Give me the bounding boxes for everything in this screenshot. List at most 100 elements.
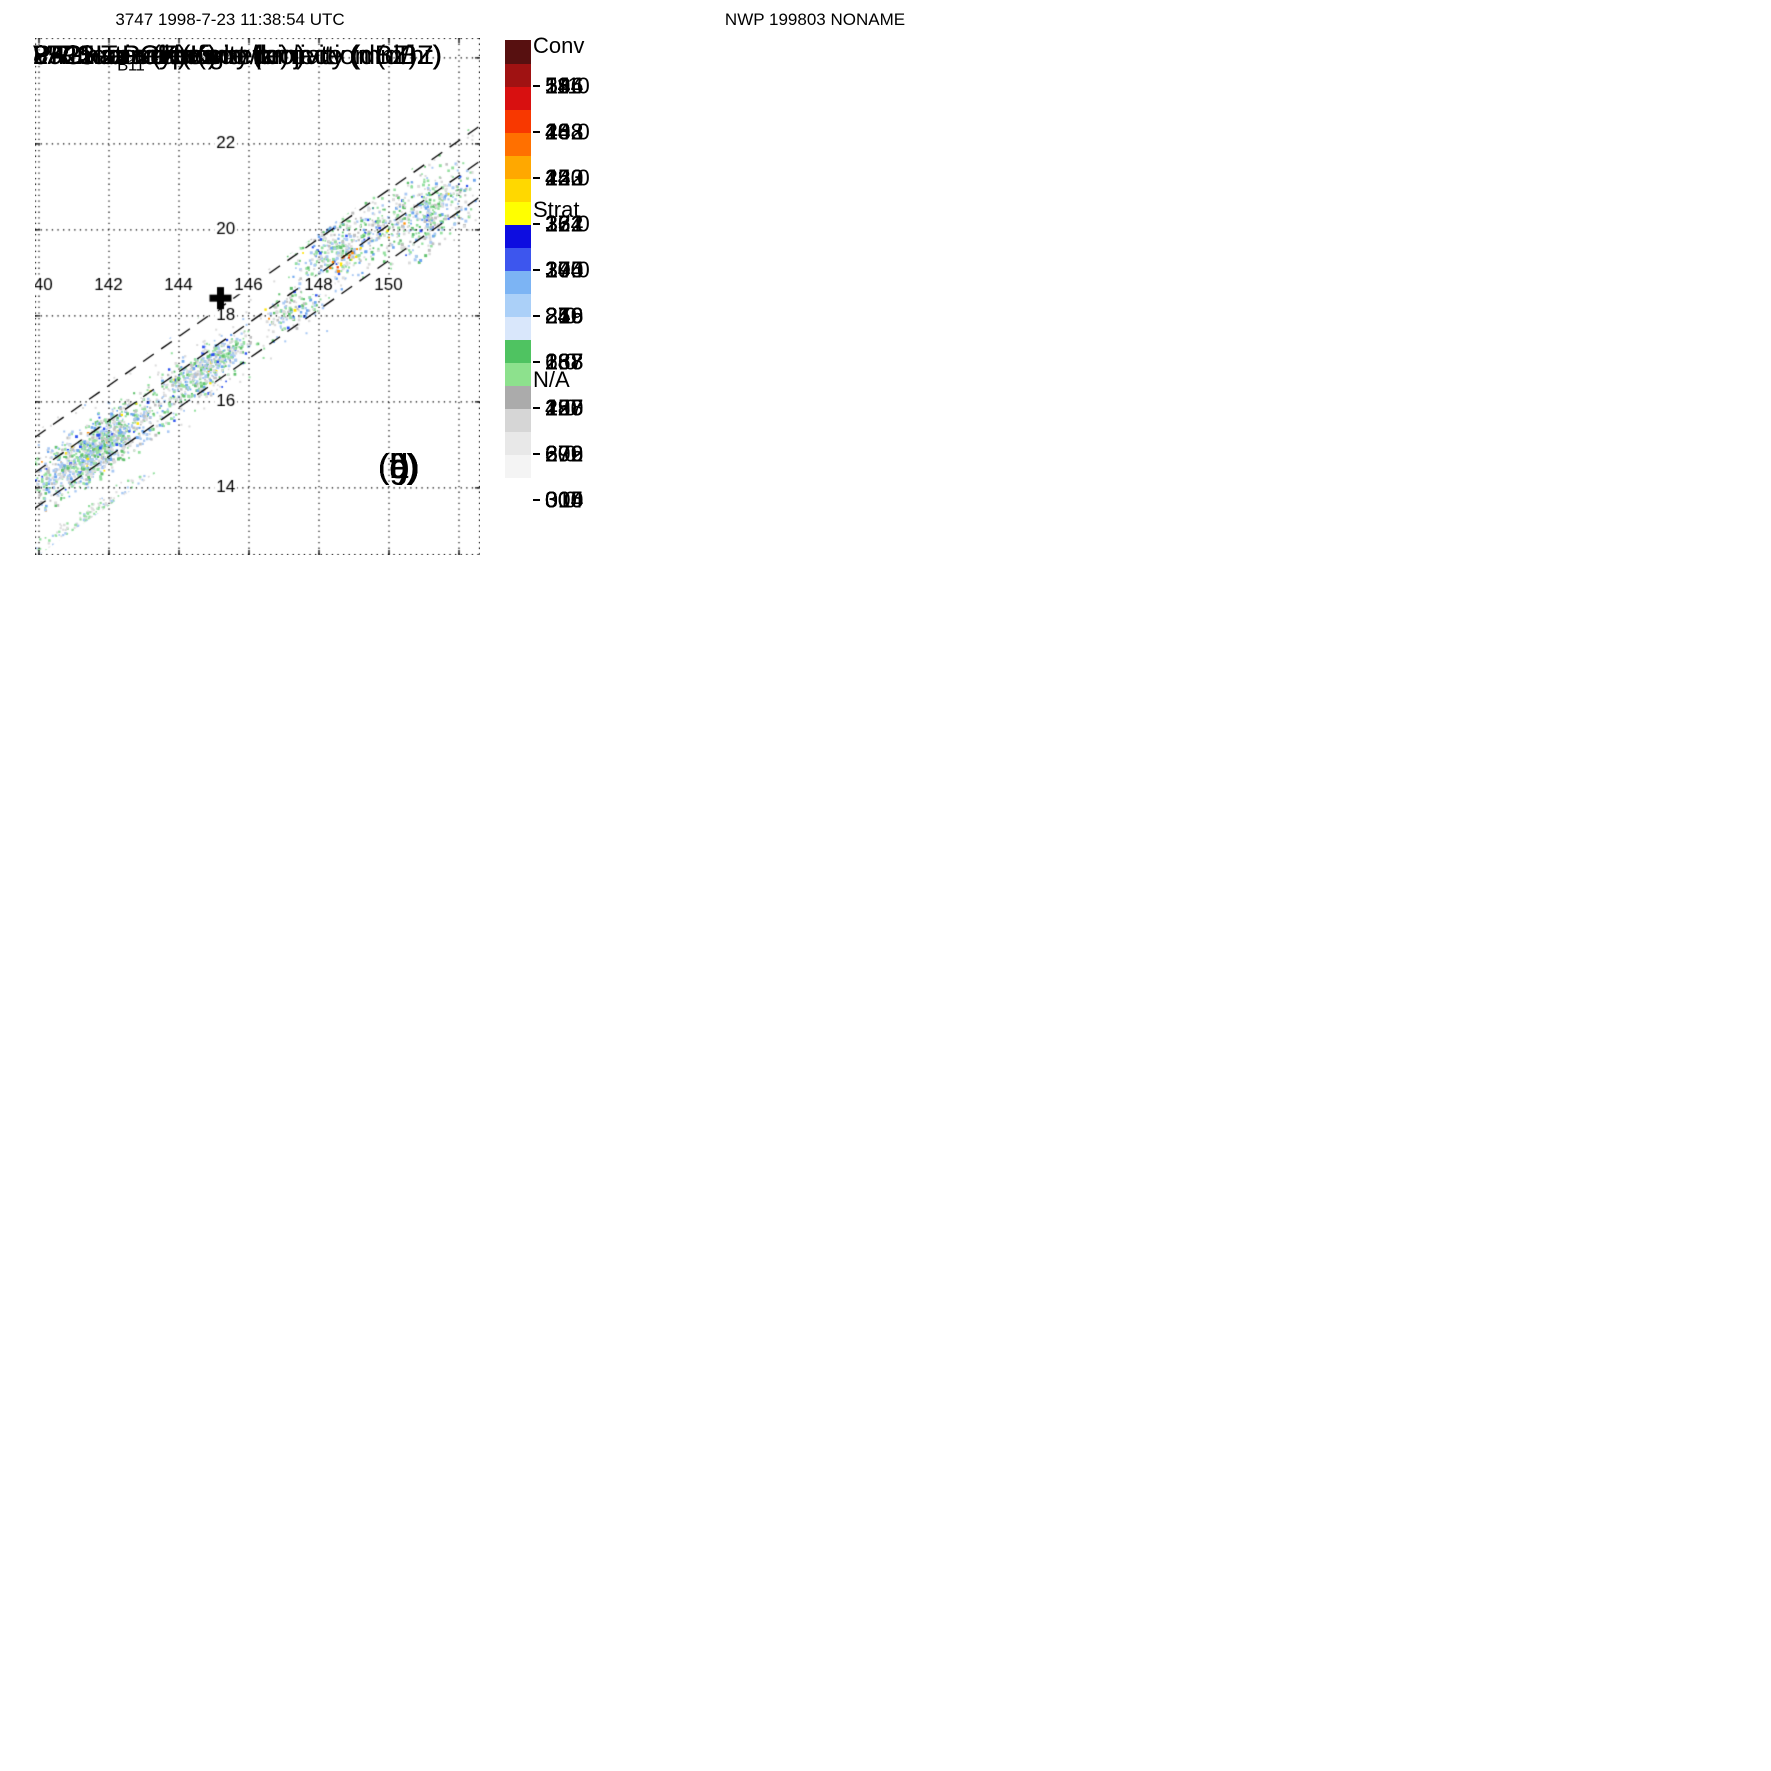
colorbar-segment — [505, 385, 531, 409]
colorbar-tick-label: 234 — [545, 72, 584, 99]
colorbar-tick-label: 12 — [545, 394, 571, 421]
title-text: 2A23 storm height (km) — [33, 40, 305, 70]
colorbar-tick-label: 244 — [545, 256, 584, 283]
colorbar-segment — [505, 431, 531, 455]
colorbar-tick-label: 24 — [545, 302, 571, 329]
colorbar-tick-label: 220 — [545, 164, 584, 191]
title-text: PR max reflectivity projection (dBZ) — [33, 40, 442, 70]
panel-a-letter: (a) — [378, 448, 420, 486]
panel-f-title: 2A12 rainrate (mm/hr) — [33, 40, 289, 75]
colorbar-tick-label: 12 — [545, 394, 571, 421]
colorbar-tick-label: 10.0 — [545, 256, 590, 283]
colorbar-tick-label: 279 — [545, 302, 584, 329]
colorbar-tick — [533, 407, 540, 409]
colorbar-segment — [505, 109, 531, 133]
colorbar-segment — [505, 247, 531, 271]
colorbar-tick — [533, 269, 540, 271]
colorbar-segment — [505, 339, 531, 363]
colorbar-segment — [505, 362, 531, 386]
panel-d-letter: (d) — [378, 448, 420, 486]
colorbar-tick-label: 237 — [545, 348, 584, 375]
panel-b-title: PR max reflectivity projection (dBZ) — [33, 40, 442, 75]
colorbar-tick — [533, 177, 540, 179]
colorbar-segment — [505, 178, 531, 202]
colorbar-tick-label: 306 — [545, 440, 584, 467]
colorbar-segment — [505, 132, 531, 156]
colorbar-tick — [533, 223, 540, 225]
title-subscript: B11 — [117, 55, 145, 75]
colorbar-tick-label: 42 — [545, 164, 571, 191]
title-suffix: (K) — [144, 40, 187, 70]
panel-g-title: VIRS TB11 (K) — [33, 40, 187, 75]
colorbar-tick — [533, 499, 540, 501]
title-text: 2A25 near surface rainrate (mm/hr) — [33, 40, 442, 70]
colorbar-tick-label: 12 — [545, 394, 571, 421]
colorbar-tick-label: 258 — [545, 394, 584, 421]
colorbar-tick-label: 36 — [545, 210, 571, 237]
colorbar-tick-label: 6.0 — [545, 348, 577, 375]
colorbar-tick-label: 54 — [545, 72, 571, 99]
colorbar-segment — [505, 270, 531, 294]
colorbar-tick-label: 18 — [545, 348, 571, 375]
colorbar-segment — [505, 155, 531, 179]
colorbar-tick-label: 30 — [545, 256, 571, 283]
panel-i: 2A23 storm height (km) 18.0 16.0 14.0 12.0 1… — [0, 0, 590, 590]
colorbar-tick-label: 14.0 — [545, 164, 590, 191]
panel-h-title: 2A23 rain types — [33, 40, 215, 75]
panel-i-title: 2A23 storm height (km) — [33, 40, 305, 75]
colorbar-tick-label: 18 — [545, 348, 571, 375]
colorbar-tick-label: 0 — [545, 486, 558, 513]
colorbar-tick-label: 36 — [545, 210, 571, 237]
colorbar-tick-label: 30 — [545, 256, 571, 283]
colorbar-tick-label: 0 — [545, 486, 558, 513]
colorbar-tick-label: 270 — [545, 256, 584, 283]
colorbar-tick-label: 6 — [545, 440, 558, 467]
colorbar-tick-label: 36 — [545, 210, 571, 237]
colorbar-segment — [505, 63, 531, 87]
panel-i-letter: (i) — [378, 448, 409, 486]
colorbar-tick-label: 48 — [545, 118, 571, 145]
colorbar-tick-label: 232 — [545, 210, 584, 237]
colorbar-tick — [533, 453, 540, 455]
colorbar-tick-label: 304 — [545, 486, 584, 513]
colorbar-tick-label: 153 — [545, 164, 584, 191]
colorbar-tick-label: 243 — [545, 118, 584, 145]
colorbar-tick-label: 279 — [545, 440, 584, 467]
colorbar-tick-label: 30 — [545, 256, 571, 283]
panel-c-letter: (c) — [378, 448, 418, 486]
colorbar-segment — [505, 454, 531, 478]
panel-e-title: 37GHz PCT (K) — [33, 40, 217, 75]
panel-e-letter: (e) — [378, 448, 420, 486]
colorbar-tick-label: 54 — [545, 72, 571, 99]
colorbar-tick-label: 16.0 — [545, 118, 590, 145]
colorbar-tick-label: 174 — [545, 210, 584, 237]
colorbar-segment — [505, 201, 531, 225]
title-text: 37GHz PCT (K) — [33, 40, 217, 70]
colorbar-tick-label: 0 — [545, 486, 558, 513]
title-text: PR near surface reflectivity (dBZ) — [33, 40, 418, 70]
colorbar-tick-label: 6 — [545, 440, 558, 467]
colorbar-tick-label: 297 — [545, 394, 584, 421]
colorbar-tick-label: 48 — [545, 118, 571, 145]
colorbar-tick-label: 292 — [545, 440, 584, 467]
title-text: VIRS T — [33, 40, 118, 70]
colorbar-segment — [505, 316, 531, 340]
colorbar-tick-label: 252 — [545, 164, 584, 191]
colorbar-tick-label: 54 — [545, 72, 571, 99]
colorbar-tick-label: 315 — [545, 486, 584, 513]
colorbar-tick-label: 132 — [545, 118, 584, 145]
colorbar-tick-label: 268 — [545, 348, 584, 375]
colorbar-tick-label: 111 — [545, 72, 580, 99]
colorbar-tick-label: 18 — [545, 348, 571, 375]
panel-d-title: 85GHz PCT (K) — [33, 40, 217, 75]
colorbar-category-label: N/A — [533, 367, 570, 393]
storm-header: NWP 199803 NONAME — [724, 10, 906, 29]
title-text: 2A23 rain types — [33, 40, 215, 70]
colorbar-tick-label: 4.0 — [545, 394, 577, 421]
colorbar-segment — [505, 293, 531, 317]
panel-g-letter: (g) — [378, 448, 420, 486]
colorbar-tick-label: 18 — [545, 348, 571, 375]
colorbar-tick-label: 12.0 — [545, 210, 590, 237]
map-canvas-i — [35, 38, 480, 555]
